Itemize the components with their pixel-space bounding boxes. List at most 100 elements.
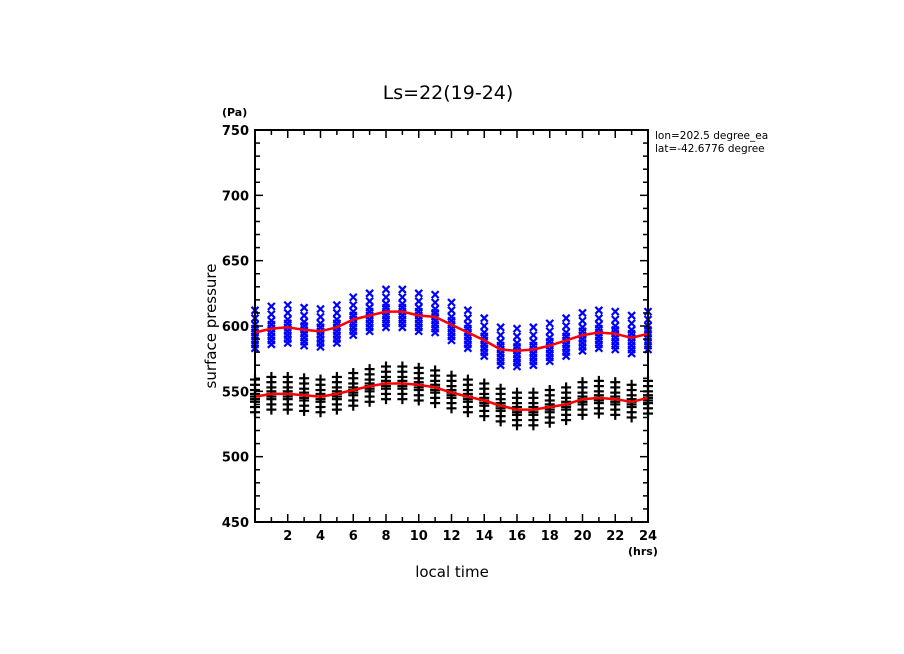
plus-marker — [430, 398, 441, 409]
plus-marker — [528, 420, 539, 431]
plus-marker — [331, 404, 342, 415]
plus-marker — [282, 404, 293, 415]
x-marker-stroke — [512, 324, 522, 333]
x-marker — [365, 289, 374, 298]
x-axis-label: local time — [415, 563, 489, 581]
plus-marker — [266, 404, 277, 415]
x-marker — [316, 312, 325, 322]
x-marker — [267, 302, 276, 311]
x-marker — [529, 330, 538, 340]
plus-marker — [512, 420, 522, 431]
x-marker — [348, 300, 358, 310]
x-marker-stroke — [365, 289, 374, 298]
x-marker — [283, 308, 293, 318]
x-marker — [283, 338, 293, 348]
x-marker-stroke — [512, 362, 522, 371]
x-tick-label: 4 — [316, 529, 325, 544]
x-marker-stroke — [414, 289, 424, 298]
x-marker-stroke — [430, 298, 440, 307]
x-marker — [332, 308, 342, 318]
x-tick-label: 24 — [639, 529, 657, 544]
x-marker — [512, 324, 522, 333]
x-marker-stroke — [414, 326, 424, 336]
x-marker-stroke — [430, 328, 440, 337]
x-marker-stroke — [398, 323, 407, 332]
x-marker — [627, 311, 636, 320]
x-marker — [414, 289, 424, 298]
x-marker-stroke — [529, 360, 538, 370]
x-marker — [529, 360, 538, 370]
x-marker-stroke — [398, 292, 407, 302]
plus-marker — [495, 416, 506, 427]
x-marker-stroke — [316, 342, 325, 352]
x-marker-stroke — [610, 315, 620, 324]
x-tick-label: 2 — [283, 529, 292, 544]
plus-marker — [561, 415, 572, 426]
x-marker-stroke — [381, 292, 391, 302]
x-marker — [479, 321, 489, 331]
x-marker — [447, 298, 456, 307]
x-marker-stroke — [529, 323, 538, 332]
x-marker — [578, 316, 587, 326]
x-marker-stroke — [332, 338, 342, 348]
x-marker-stroke — [529, 330, 538, 340]
x-marker — [381, 285, 391, 294]
x-marker — [348, 292, 358, 302]
x-tick-label: 8 — [381, 529, 390, 544]
x-marker-stroke — [578, 308, 587, 318]
annotation-clip — [781, 125, 904, 160]
plus-marker — [397, 394, 408, 405]
y-tick-label: 650 — [222, 255, 249, 270]
x-marker-stroke — [610, 307, 620, 316]
x-marker — [398, 323, 407, 332]
x-marker — [463, 313, 473, 323]
x-marker — [496, 330, 505, 340]
annotation-lon: lon=202.5 degree_ea — [655, 130, 768, 142]
x-marker-stroke — [512, 332, 522, 341]
plus-marker — [315, 407, 326, 418]
chart-title: Ls=22(19-24) — [383, 82, 514, 104]
x-marker — [348, 330, 358, 340]
x-marker-stroke — [496, 360, 505, 370]
x-marker — [381, 323, 391, 332]
plus-marker — [544, 417, 555, 428]
x-marker — [545, 357, 555, 366]
x-marker — [463, 306, 473, 315]
x-marker-stroke — [496, 323, 505, 332]
x-marker-stroke — [463, 343, 473, 353]
plus-marker — [626, 412, 637, 423]
x-marker — [365, 296, 374, 306]
x-marker — [332, 338, 342, 348]
x-marker-stroke — [561, 351, 571, 361]
x-marker-stroke — [594, 343, 604, 353]
plus-marker — [364, 396, 375, 407]
x-marker-stroke — [447, 336, 456, 345]
x-marker — [267, 309, 276, 319]
x-marker — [447, 306, 456, 315]
x-marker — [365, 326, 374, 336]
x-marker-stroke — [594, 306, 604, 315]
y-tick-label: 750 — [222, 124, 249, 139]
x-marker-stroke — [348, 292, 358, 302]
y-tick-label: 450 — [222, 516, 249, 531]
x-marker — [430, 328, 440, 337]
x-marker — [332, 300, 342, 310]
x-marker-stroke — [561, 313, 571, 323]
x-marker — [610, 315, 620, 324]
x-marker-stroke — [496, 330, 505, 340]
plus-marker — [577, 409, 588, 420]
x-marker — [398, 285, 407, 294]
x-marker — [430, 290, 440, 299]
x-marker-stroke — [447, 298, 456, 307]
x-marker-stroke — [545, 319, 555, 328]
x-marker — [496, 360, 505, 370]
x-marker-stroke — [316, 312, 325, 322]
x-marker-stroke — [299, 303, 309, 312]
x-tick-label: 22 — [606, 529, 624, 544]
x-marker — [578, 346, 587, 356]
x-marker-stroke — [447, 306, 456, 315]
x-marker-stroke — [381, 323, 391, 332]
x-marker-stroke — [332, 308, 342, 318]
x-tick-label: 6 — [349, 529, 358, 544]
x-marker-stroke — [430, 290, 440, 299]
